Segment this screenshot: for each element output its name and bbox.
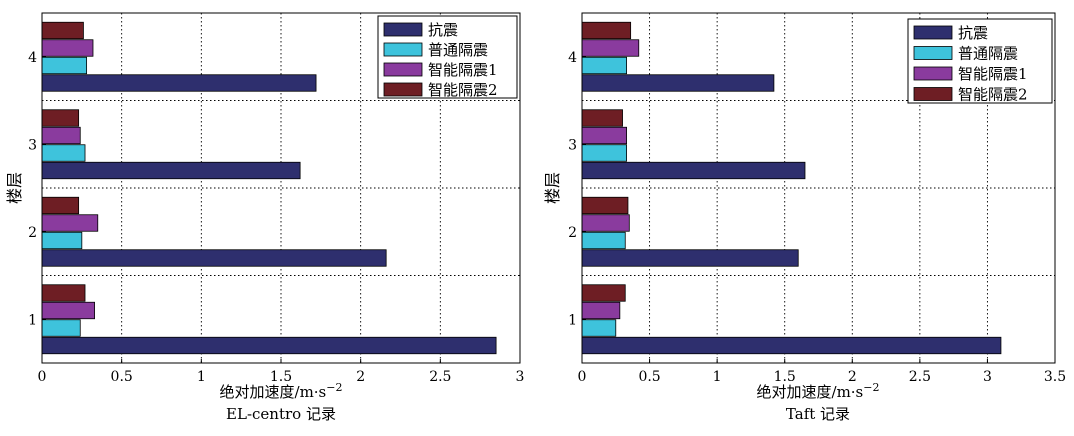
legend-swatch: [383, 82, 423, 97]
legend-swatch: [383, 42, 423, 57]
x-axis-label: 绝对加速度/m·s−2: [220, 381, 343, 401]
y-tick-label: 3: [28, 137, 37, 153]
chart-taft: 0 0.5 1 1.5 2 2.5 3 3.5 1 2 3 4 楼层 绝对加速度/m·s−2 Taf…: [543, 12, 1066, 423]
y-tick-labels: 1 2 3 4: [28, 50, 46, 328]
y-axis-label: 楼层: [5, 172, 24, 204]
y-tick-labels: 1 2 3 4: [568, 50, 586, 328]
bar: [41, 301, 95, 320]
x-tick-label: 3.5: [1044, 369, 1066, 385]
x-tick-label: 2: [848, 369, 857, 385]
bar: [581, 109, 623, 127]
bar: [41, 196, 80, 215]
bar: [41, 336, 497, 355]
x-tick-label: 1: [713, 369, 722, 385]
legend-label: 普通隔震: [958, 45, 1018, 63]
x-tick-label: 0.5: [638, 369, 660, 385]
bar: [41, 74, 317, 92]
bar: [41, 284, 86, 302]
x-tick-label: 3: [516, 369, 525, 385]
legend-swatch: [913, 66, 953, 81]
legend-label: 普通隔震: [428, 41, 488, 59]
x-tick-label: 0: [578, 369, 587, 385]
bar: [581, 319, 617, 337]
bar: [581, 21, 632, 40]
bar: [581, 196, 629, 215]
y-tick-label: 4: [28, 50, 37, 66]
x-axis-label-text: 绝对加速度/m·s: [220, 383, 327, 401]
legend-label: 智能隔震1: [958, 65, 1028, 83]
bar: [41, 231, 83, 250]
x-tick-labels: 0 0.5 1 1.5 2 2.5 3 3.5: [578, 359, 1066, 385]
y-axis-label: 楼层: [543, 172, 562, 204]
x-tick-label: 1.5: [774, 369, 796, 385]
x-axis-label-text: 绝对加速度/m·s: [757, 383, 864, 401]
x-tick-label: 1.5: [270, 369, 292, 385]
x-axis-label-exponent: −2: [863, 381, 879, 394]
bar: [581, 126, 627, 145]
chart-caption: Taft 记录: [786, 405, 850, 423]
bar: [581, 301, 621, 320]
x-tick-label: 3: [983, 369, 992, 385]
bar: [581, 284, 626, 302]
y-tick-label: 3: [568, 137, 577, 153]
bar: [41, 56, 88, 75]
legend-label: 智能隔震1: [428, 61, 498, 79]
legend-swatch: [913, 25, 953, 40]
legend-swatch: [913, 46, 953, 60]
x-axis-label-exponent: −2: [326, 381, 342, 394]
bar: [581, 56, 627, 75]
legend-label: 抗震: [428, 21, 458, 39]
x-tick-label: 0: [38, 369, 47, 385]
x-axis-label: 绝对加速度/m·s−2: [757, 381, 880, 401]
y-tick-label: 4: [568, 50, 577, 66]
x-tick-label: 2: [356, 369, 365, 385]
x-tick-labels: 0 0.5 1 1.5 2 2.5 3: [38, 359, 525, 385]
grid: [582, 13, 1055, 363]
bar: [41, 249, 387, 267]
bar: [41, 126, 81, 145]
bar: [41, 21, 84, 40]
legend-swatch: [383, 62, 423, 77]
bar: [581, 144, 627, 162]
bar: [41, 109, 80, 127]
legend-swatch: [913, 87, 953, 101]
y-tick-label: 2: [28, 225, 37, 241]
y-tick-label: 1: [28, 312, 37, 328]
bar: [41, 161, 301, 180]
bar: [581, 231, 626, 250]
plot-frame: [581, 12, 1056, 364]
bar: [581, 249, 799, 267]
legend-swatch: [383, 22, 423, 37]
chart-el-centro: 0 0.5 1 1.5 2 2.5 3 1 2 3 4 楼层 绝对加速度/m·s−2 EL-cen…: [5, 12, 525, 423]
bar: [581, 336, 1002, 355]
bar: [41, 144, 86, 162]
y-tick-label: 1: [568, 312, 577, 328]
x-tick-label: 1: [197, 369, 206, 385]
x-tick-label: 0.5: [111, 369, 133, 385]
y-tick-label: 2: [568, 225, 577, 241]
legend-label: 抗震: [958, 24, 988, 42]
bar: [581, 161, 806, 180]
x-tick-label: 2.5: [909, 369, 931, 385]
bar: [41, 39, 94, 57]
bar: [581, 39, 640, 57]
legend-label: 智能隔震2: [428, 81, 498, 99]
bar: [41, 214, 99, 232]
bar: [581, 74, 775, 92]
legend-label: 智能隔震2: [958, 86, 1028, 104]
bar: [41, 319, 81, 337]
chart-caption: EL-centro 记录: [226, 405, 336, 423]
bar: [581, 214, 630, 232]
x-tick-label: 2.5: [429, 369, 451, 385]
